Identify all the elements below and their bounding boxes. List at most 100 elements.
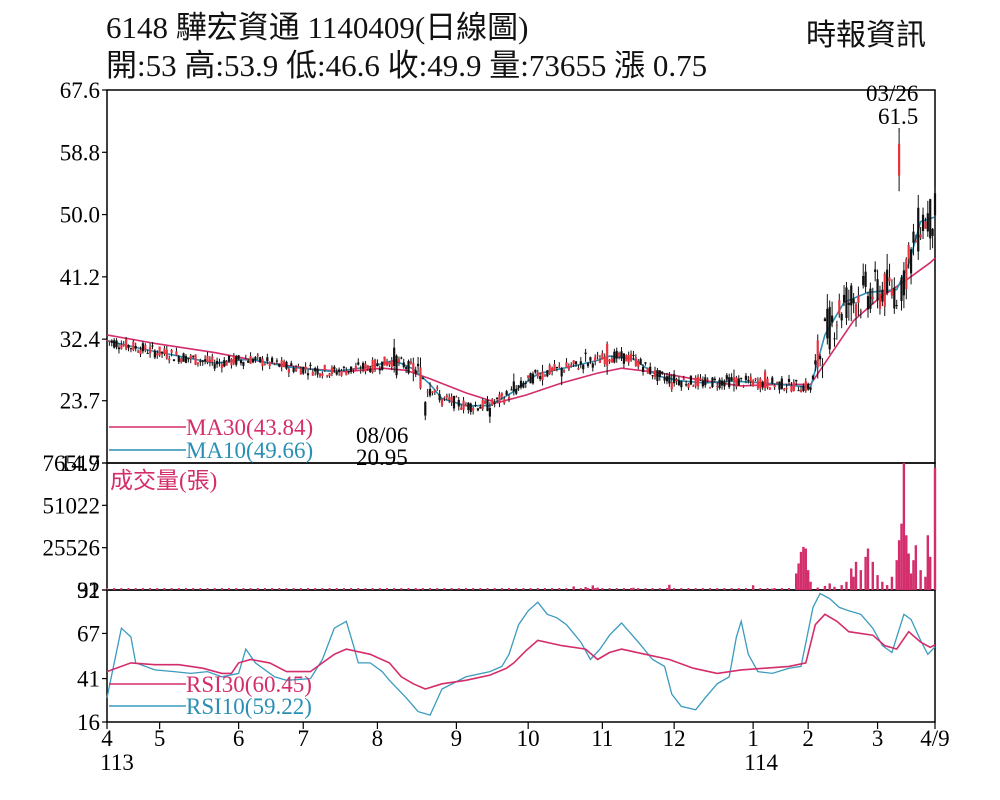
- candle-body: [814, 360, 817, 365]
- candle-body: [247, 360, 250, 363]
- x-tick-label: 9: [451, 726, 463, 751]
- candle-body: [905, 259, 908, 290]
- candle-body: [364, 363, 367, 372]
- volume-bar: [797, 563, 800, 590]
- price-tick-label: 67.6: [60, 78, 100, 103]
- candle-body: [170, 350, 173, 353]
- candle-body: [809, 387, 812, 390]
- candle-body: [787, 378, 791, 383]
- candle-body: [235, 356, 238, 365]
- rsi-lines: [106, 128, 936, 716]
- candle-body: [160, 351, 164, 354]
- candle-body: [632, 355, 635, 357]
- candle-body: [172, 359, 176, 362]
- candle-body: [282, 361, 286, 367]
- candle-body: [127, 345, 130, 348]
- candle-body: [572, 360, 575, 365]
- volume-bar-small: [235, 588, 238, 590]
- candle-body: [512, 381, 515, 392]
- rsi-panel-frame: [106, 589, 936, 723]
- candle-body: [361, 363, 365, 369]
- candle-body: [199, 361, 202, 363]
- candle-body: [278, 363, 281, 367]
- volume-bar-small: [335, 588, 338, 590]
- candle-body: [208, 359, 212, 363]
- volume-bar: [929, 556, 932, 590]
- volume-bar-small: [134, 588, 137, 590]
- candle-body: [661, 371, 664, 374]
- x-tick-label: 2: [802, 726, 814, 751]
- candle-body: [651, 375, 654, 377]
- volume-bar-small: [529, 588, 532, 590]
- candle-body: [180, 358, 183, 363]
- candle-body: [464, 405, 468, 407]
- candle-body: [519, 380, 523, 388]
- candle-body: [366, 365, 369, 370]
- candle-body: [627, 354, 630, 363]
- price-tick-label: 23.7: [60, 389, 100, 414]
- volume-bar-small: [486, 588, 489, 590]
- candle-body: [488, 407, 491, 417]
- candle-body: [330, 367, 334, 374]
- volume-bar-small: [328, 588, 331, 590]
- rsi-tick-label: 41: [77, 667, 100, 692]
- candle-body: [507, 396, 511, 399]
- candle-body: [479, 406, 482, 409]
- volume-bar: [850, 568, 853, 590]
- candle-body: [539, 376, 542, 380]
- volume-bar-small: [651, 588, 654, 590]
- volume-bar-small: [292, 588, 295, 590]
- rsi30-line: [106, 613, 936, 690]
- candle-body: [316, 368, 319, 375]
- volume-bars: [106, 463, 937, 590]
- candle-body: [421, 378, 424, 380]
- volume-bar-small: [421, 588, 424, 590]
- candle-body: [256, 354, 259, 356]
- candle-body: [543, 375, 547, 377]
- candle-body: [517, 385, 520, 388]
- candle-body: [469, 403, 472, 413]
- candle-body: [206, 355, 209, 363]
- volume-bar-small: [414, 588, 417, 590]
- candle-body: [345, 370, 348, 376]
- candle-body: [541, 371, 544, 381]
- candle-body: [909, 249, 913, 274]
- volume-bar: [907, 553, 910, 590]
- candle-body: [323, 365, 326, 371]
- candle-body: [601, 353, 604, 360]
- volume-bar: [771, 588, 774, 590]
- candle-body: [108, 341, 111, 343]
- candle-body: [696, 376, 700, 387]
- candle-body: [859, 310, 862, 312]
- candle-body: [187, 358, 190, 360]
- candle-body: [381, 361, 384, 370]
- candle-body: [567, 365, 570, 370]
- volume-bar-small: [730, 588, 733, 590]
- candle-body: [294, 367, 298, 372]
- candle-body: [804, 381, 807, 391]
- candle-body: [711, 377, 714, 388]
- candle-body: [835, 324, 838, 326]
- candle-body: [309, 364, 312, 367]
- candle-body: [783, 388, 786, 391]
- volume-bar-small: [378, 588, 381, 590]
- candle-body: [211, 356, 214, 363]
- candle-body: [220, 364, 223, 369]
- candle-body: [795, 379, 798, 382]
- volume-bar-small: [644, 588, 647, 590]
- candle-body: [704, 377, 707, 386]
- x-tick-label: 8: [372, 726, 384, 751]
- candle-body: [359, 369, 362, 371]
- candle-body: [799, 389, 803, 393]
- candle-body: [474, 404, 477, 406]
- candle-body: [778, 381, 781, 390]
- candle-body: [596, 355, 599, 357]
- candle-body: [491, 398, 494, 406]
- volume-bar: [895, 560, 898, 590]
- volume-bar: [905, 535, 908, 590]
- candle-body: [419, 367, 422, 389]
- volume-bar-small: [608, 588, 611, 590]
- candle-body: [917, 207, 920, 252]
- candle-body: [759, 378, 762, 389]
- candle-body: [737, 378, 740, 386]
